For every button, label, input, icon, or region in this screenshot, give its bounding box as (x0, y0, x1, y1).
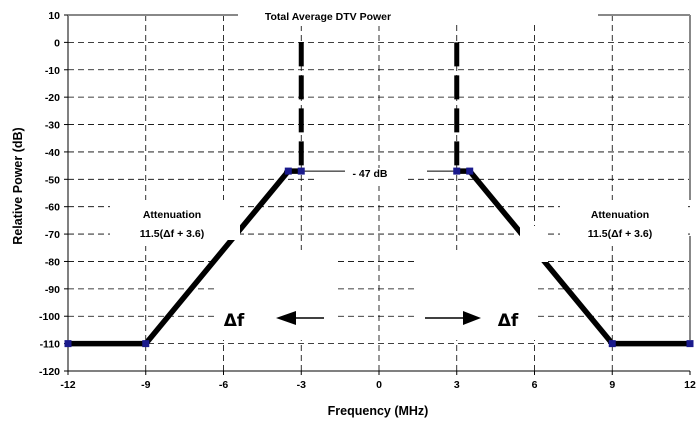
y-tick-label: -70 (45, 229, 60, 241)
y-tick-label: -20 (45, 92, 60, 104)
data-point-marker (466, 167, 474, 175)
x-tick-label: -3 (297, 379, 306, 391)
delta-f-left: Δf (224, 311, 245, 331)
data-point-marker (284, 167, 292, 175)
label-backgrounds (110, 8, 684, 340)
attenuation-formula-left: 11.5(Δf + 3.6) (140, 228, 204, 240)
data-point-marker (64, 340, 72, 348)
x-tick-label: -9 (141, 379, 150, 391)
y-tick-label: -120 (39, 366, 60, 378)
data-point-marker (142, 340, 150, 348)
attenuation-formula-right: 11.5(Δf + 3.6) (588, 228, 652, 240)
slope-gap-right (520, 226, 548, 262)
y-tick-label: 0 (54, 37, 60, 49)
tick-labels: 100-10-20-30-40-50-60-70-80-90-100-110-1… (39, 10, 696, 391)
chart-title: Total Average DTV Power (265, 11, 391, 23)
label-background (437, 10, 552, 22)
label-background (560, 200, 684, 246)
series-layer (68, 42, 690, 347)
grid-layer (68, 15, 690, 371)
arrow-left (276, 311, 324, 325)
y-tick-label: -90 (45, 284, 60, 296)
y-tick-label: -60 (45, 202, 60, 214)
y-tick-label: -10 (45, 65, 60, 77)
y-tick-label: 10 (48, 10, 60, 22)
y-tick-label: -40 (45, 147, 60, 159)
x-tick-label: -12 (60, 379, 75, 391)
label-background (215, 250, 335, 340)
data-point-marker (686, 340, 694, 348)
y-tick-label: -30 (45, 120, 60, 132)
data-point-marker (297, 167, 305, 175)
label-background (318, 168, 408, 186)
x-axis-title: Frequency (MHz) (328, 404, 429, 418)
x-tick-label: 12 (684, 379, 696, 391)
y-tick-label: -110 (40, 339, 61, 351)
x-tick-label: -6 (219, 379, 228, 391)
y-tick-label: -100 (39, 311, 60, 323)
x-tick-label: 6 (532, 379, 538, 391)
x-tick-label: 0 (376, 379, 382, 391)
delta-f-right: Δf (498, 311, 519, 331)
mask-series-1 (68, 168, 302, 347)
y-tick-label: -50 (45, 174, 60, 186)
marker-layer (64, 167, 694, 348)
slope-gap-left (206, 206, 240, 240)
x-tick-label: 9 (609, 379, 615, 391)
attenuation-title-left: Attenuation (143, 209, 201, 221)
plot-frame (64, 14, 691, 375)
y-axis-title: Relative Power (dB) (11, 127, 25, 244)
arrow-right (425, 311, 481, 325)
attenuation-title-right: Attenuation (591, 209, 649, 221)
data-point-marker (453, 167, 461, 175)
x-tick-label: 3 (454, 379, 460, 391)
label-background (238, 8, 438, 26)
label-background (415, 250, 535, 340)
data-point-marker (608, 340, 616, 348)
db-label: - 47 dB (352, 168, 387, 180)
y-tick-label: -80 (45, 256, 60, 268)
